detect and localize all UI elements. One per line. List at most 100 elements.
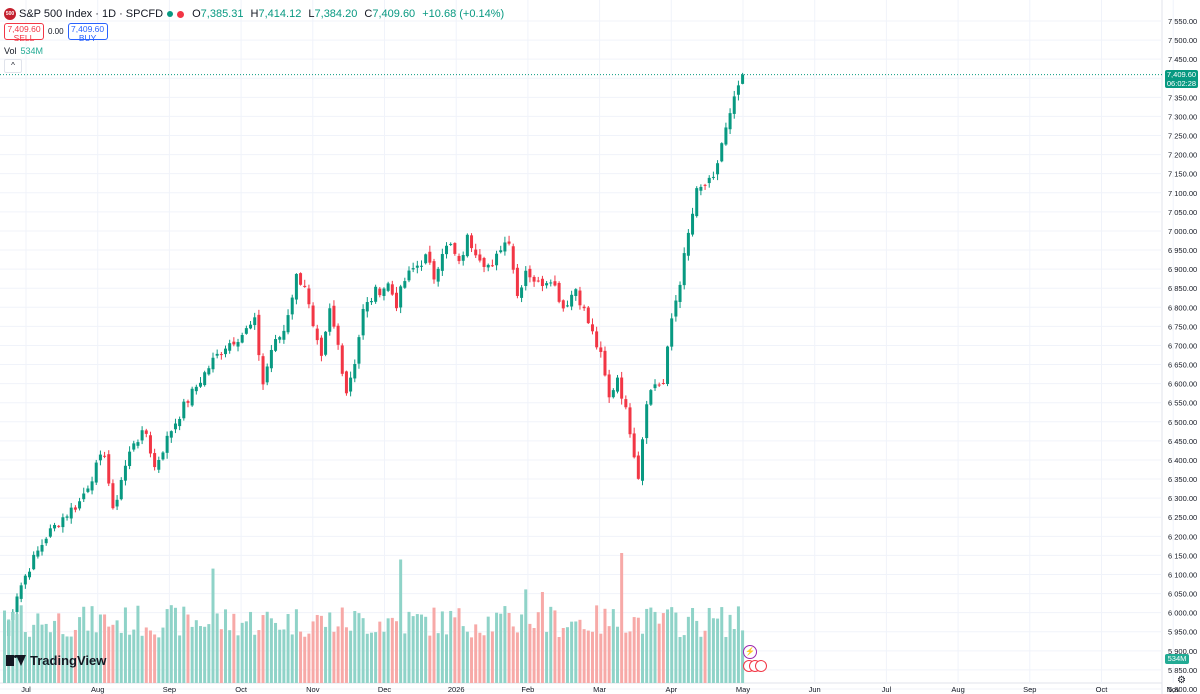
candle-body — [311, 305, 315, 327]
volume-bar — [186, 614, 190, 683]
volume-bar — [136, 605, 140, 683]
price-tick-label: 6,250.00 — [1168, 513, 1197, 522]
candle-body — [165, 435, 169, 453]
collapse-legend-button[interactable]: ^ — [4, 59, 22, 73]
time-tick-label: Nov — [1167, 685, 1181, 694]
candle-body — [716, 163, 720, 175]
volume-bar — [628, 631, 632, 683]
candle-body — [428, 251, 432, 263]
candle-body — [699, 186, 703, 191]
volume-bar — [515, 632, 519, 683]
sell-button[interactable]: 7,409.60 SELL — [4, 23, 44, 43]
volume-bar — [657, 623, 661, 683]
candle-body — [536, 280, 540, 282]
candle-body — [194, 386, 198, 392]
buy-button[interactable]: 7,409.60 BUY — [67, 23, 108, 43]
volume-bar — [428, 635, 432, 683]
volume-bar — [361, 618, 365, 683]
volume-bar — [445, 634, 449, 683]
volume-bar — [365, 633, 369, 683]
candle-body — [253, 317, 257, 326]
volume-bar — [732, 629, 736, 683]
volume-bar — [403, 633, 407, 683]
volume-bar — [720, 607, 724, 683]
sell-label: SELL — [13, 32, 35, 43]
time-tick-label: Nov — [306, 685, 320, 694]
volume-bar — [111, 624, 115, 683]
volume-bar — [311, 621, 315, 683]
volume-bar — [449, 610, 453, 683]
volume-value: 534M — [20, 46, 44, 56]
price-tick-label: 6,350.00 — [1168, 475, 1197, 484]
volume-bar — [36, 613, 40, 683]
candle-body — [244, 328, 248, 334]
volume-bar — [15, 614, 19, 683]
candle-body — [23, 575, 27, 585]
candle-body — [78, 501, 82, 509]
candle-body — [474, 249, 478, 256]
volume-bar — [374, 632, 378, 683]
price-tick-label: 7,300.00 — [1168, 112, 1197, 121]
price-tick-label: 6,400.00 — [1168, 456, 1197, 465]
candle-body — [615, 377, 619, 392]
price-tick-label: 7,100.00 — [1168, 189, 1197, 198]
candle-body — [340, 345, 344, 374]
candle-body — [407, 270, 411, 281]
volume-bar — [570, 621, 574, 683]
candle-body — [641, 439, 645, 481]
candle-body — [294, 273, 298, 300]
candle-body — [461, 255, 465, 261]
candle-body — [307, 288, 311, 305]
sp500-logo: 500 — [4, 8, 16, 20]
candle-body — [557, 282, 561, 302]
symbol-title[interactable]: S&P 500 Index · 1D · SPCFD — [19, 8, 164, 20]
economic-event-icon[interactable] — [755, 660, 767, 672]
settings-gear-icon[interactable]: ⚙ — [1177, 675, 1186, 686]
volume-bar — [207, 624, 211, 683]
candle-body — [161, 452, 165, 460]
price-tick-label: 7,450.00 — [1168, 55, 1197, 64]
candle-body — [219, 354, 223, 356]
candle-body — [403, 281, 407, 288]
candle-body — [215, 353, 219, 356]
volume-bar — [353, 611, 357, 683]
volume-bar — [53, 620, 57, 683]
volume-legend[interactable]: Vol 534M — [4, 46, 43, 56]
candle-body — [620, 377, 624, 399]
change-value: +10.68 (+0.14%) — [422, 8, 505, 20]
candle-body — [707, 177, 711, 184]
candle-body — [349, 377, 353, 392]
candle-body — [457, 255, 461, 262]
candle-body — [453, 243, 457, 254]
volume-bar — [620, 553, 624, 683]
symbol-header[interactable]: 500 S&P 500 Index · 1D · SPCFD O7,385.31… — [4, 6, 508, 22]
volume-bar — [119, 632, 123, 683]
volume-bar — [382, 631, 386, 683]
volume-bar — [599, 633, 603, 683]
price-tick-label: 6,500.00 — [1168, 418, 1197, 427]
volume-bar — [336, 626, 340, 683]
volume-bar — [282, 629, 286, 683]
lightning-event-icon[interactable]: ⚡ — [743, 645, 757, 659]
candle-body — [374, 286, 378, 302]
time-tick-label: Mar — [593, 685, 606, 694]
volume-bar — [495, 612, 499, 683]
volume-bar — [161, 627, 165, 683]
candle-body — [599, 347, 603, 352]
candle-body — [282, 330, 286, 340]
candle-body — [628, 407, 632, 435]
low-value: 7,384.20 — [314, 8, 358, 20]
candle-body — [303, 285, 307, 288]
candle-body — [361, 308, 365, 336]
candle-body — [578, 290, 582, 306]
tradingview-logo[interactable]: TradingView — [6, 653, 106, 668]
volume-bar — [674, 612, 678, 683]
candle-body — [261, 356, 265, 385]
candle-body — [520, 287, 524, 298]
candle-body — [53, 524, 57, 529]
candle-body — [590, 324, 594, 332]
buy-label: BUY — [78, 32, 97, 43]
data-status-icon — [177, 10, 185, 18]
volume-bar — [328, 612, 332, 683]
